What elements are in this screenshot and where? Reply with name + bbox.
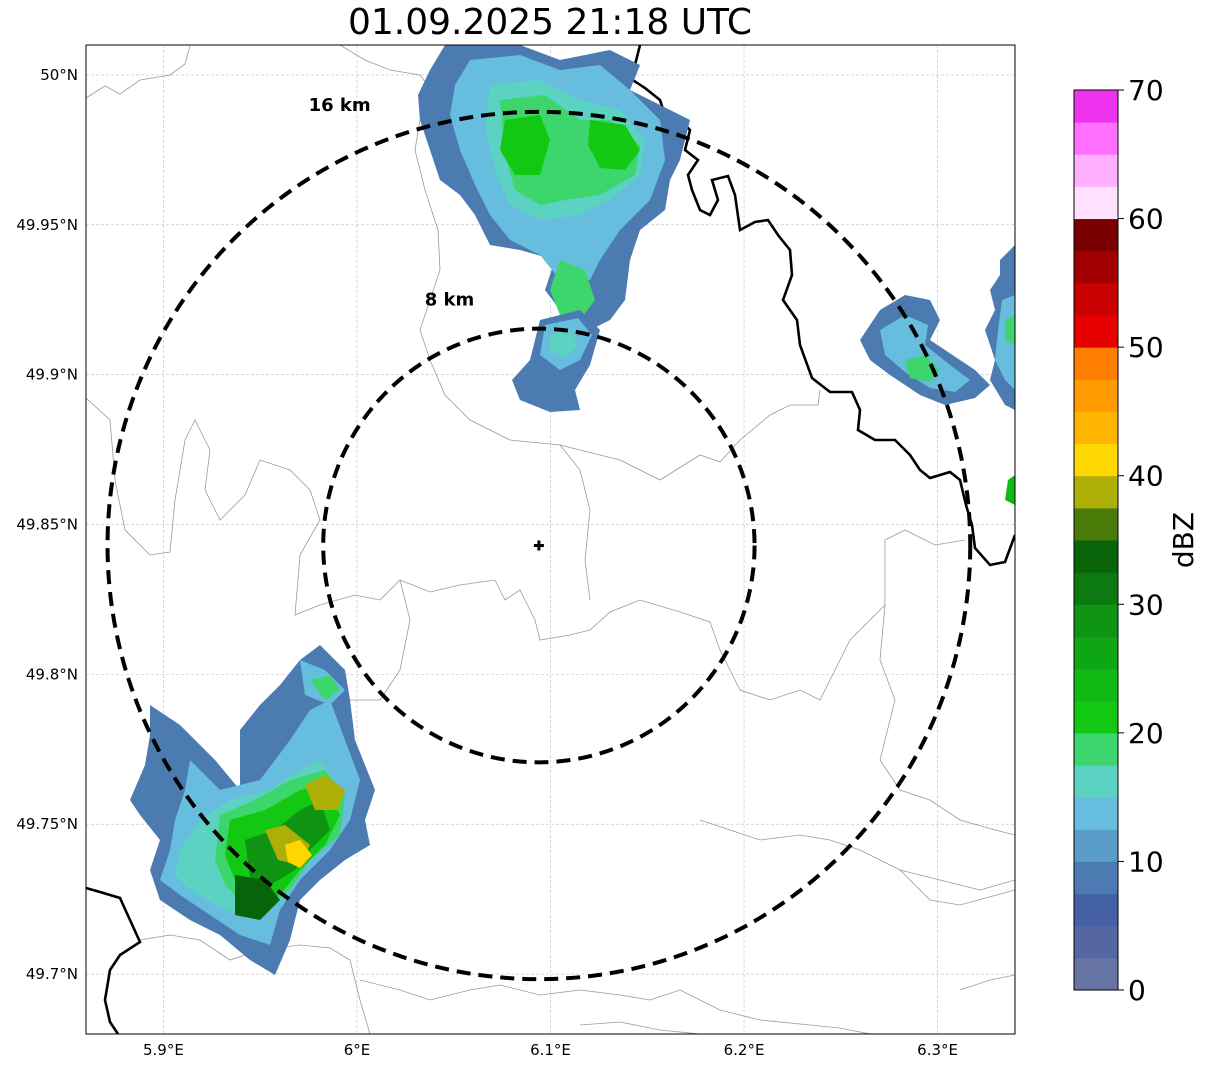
colorbar-segment xyxy=(1074,829,1118,862)
x-tick-label: 6°E xyxy=(344,1041,371,1059)
radar-echoes xyxy=(130,45,1015,975)
echo-cell xyxy=(235,875,280,920)
plot-frame xyxy=(85,44,1016,1035)
x-tick-label: 5.9°E xyxy=(143,1041,184,1059)
y-tick-label: 49.95°N xyxy=(16,216,78,234)
colorbar-segment xyxy=(1074,957,1118,991)
x-tick-label: 6.1°E xyxy=(530,1041,571,1059)
range-ring-label: 16 km xyxy=(309,95,371,116)
range-ring xyxy=(321,326,757,765)
x-tick-label: 6.3°E xyxy=(917,1041,958,1059)
echo-cell xyxy=(1005,475,1015,505)
regional-border xyxy=(350,579,411,701)
colorbar-segment xyxy=(1074,218,1118,252)
colorbar-segment xyxy=(1074,154,1118,187)
y-tick-label: 49.9°N xyxy=(26,366,78,384)
colorbar-segment xyxy=(1074,347,1118,380)
regional-border xyxy=(879,604,1015,836)
y-tick-label: 49.8°N xyxy=(26,665,78,683)
range-ring xyxy=(105,109,973,982)
echo-cell xyxy=(310,675,340,700)
colorbar-tick-label: 30 xyxy=(1128,588,1164,621)
colorbar-segment xyxy=(1074,411,1118,445)
colorbar-segment xyxy=(1074,668,1118,702)
national-border xyxy=(86,886,142,1034)
regional-border xyxy=(699,819,1015,891)
echo-cell xyxy=(588,120,640,170)
colorbar-segment xyxy=(1074,90,1118,123)
colorbar-tick-label: 70 xyxy=(1128,74,1164,107)
regional-border xyxy=(899,869,1015,906)
colorbar-segment xyxy=(1074,893,1118,927)
echo-cell xyxy=(500,115,550,175)
colorbar-segment xyxy=(1074,925,1118,959)
colorbar-segment xyxy=(1074,604,1118,637)
regional-border xyxy=(579,1021,701,1034)
colorbar-segment xyxy=(1074,732,1118,766)
colorbar: 0 10 20 30 40 50 60 70 dBZ xyxy=(1073,74,1200,1007)
colorbar-tick-label: 40 xyxy=(1128,460,1164,493)
colorbar-tick-label: 60 xyxy=(1128,203,1164,236)
colorbar-segment xyxy=(1074,765,1118,798)
colorbar-segment xyxy=(1074,122,1118,155)
y-tick-label: 49.75°N xyxy=(16,815,78,833)
colorbar-tick-label: 20 xyxy=(1128,717,1164,750)
regional-border xyxy=(559,444,591,601)
regional-border xyxy=(86,45,191,99)
colorbar-label: dBZ xyxy=(1167,512,1200,568)
regional-border xyxy=(359,979,871,1034)
colorbar-tick-label: 10 xyxy=(1128,845,1164,878)
range-rings: 8 km 16 km xyxy=(105,95,973,982)
regional-border xyxy=(959,974,1015,991)
colorbar-segment xyxy=(1074,797,1118,830)
echo-cell xyxy=(305,775,345,810)
colorbar-segment xyxy=(1074,186,1118,220)
x-tick-label: 6.2°E xyxy=(724,1041,765,1059)
colorbar-segment xyxy=(1074,700,1118,734)
y-tick-label: 50°N xyxy=(40,66,78,84)
radar-site xyxy=(533,540,544,551)
colorbar-segment xyxy=(1074,572,1118,605)
colorbar-segment xyxy=(1074,636,1118,670)
range-ring-label: 8 km xyxy=(425,290,475,311)
colorbar-segment xyxy=(1074,507,1118,541)
echo-cell xyxy=(1005,315,1015,345)
axis-ticks: 5.9°E 6°E 6.1°E 6.2°E 6.3°E 49.7°N 49.75°N 49.8… xyxy=(16,66,958,1059)
colorbar-segment xyxy=(1074,282,1118,316)
chart-title: 01.09.2025 21:18 UTC xyxy=(347,2,753,43)
y-tick-label: 49.85°N xyxy=(16,516,78,534)
echo-cell xyxy=(550,330,578,358)
colorbar-tick-label: 50 xyxy=(1128,331,1164,364)
colorbar-segment xyxy=(1074,315,1118,348)
echo-cell xyxy=(550,260,595,320)
colorbar-segment xyxy=(1074,475,1118,509)
echo-cell xyxy=(285,840,312,868)
colorbar-segment xyxy=(1074,443,1118,477)
regional-border xyxy=(86,397,966,701)
y-tick-label: 49.7°N xyxy=(26,965,78,983)
colorbar-segment xyxy=(1074,379,1118,412)
colorbar-frame xyxy=(1073,89,1119,991)
colorbar-segment xyxy=(1074,250,1118,284)
echo-cell xyxy=(905,355,940,382)
colorbar-tick-label: 0 xyxy=(1128,974,1146,1007)
colorbar-segment xyxy=(1074,861,1118,895)
colorbar-segment xyxy=(1074,540,1118,573)
